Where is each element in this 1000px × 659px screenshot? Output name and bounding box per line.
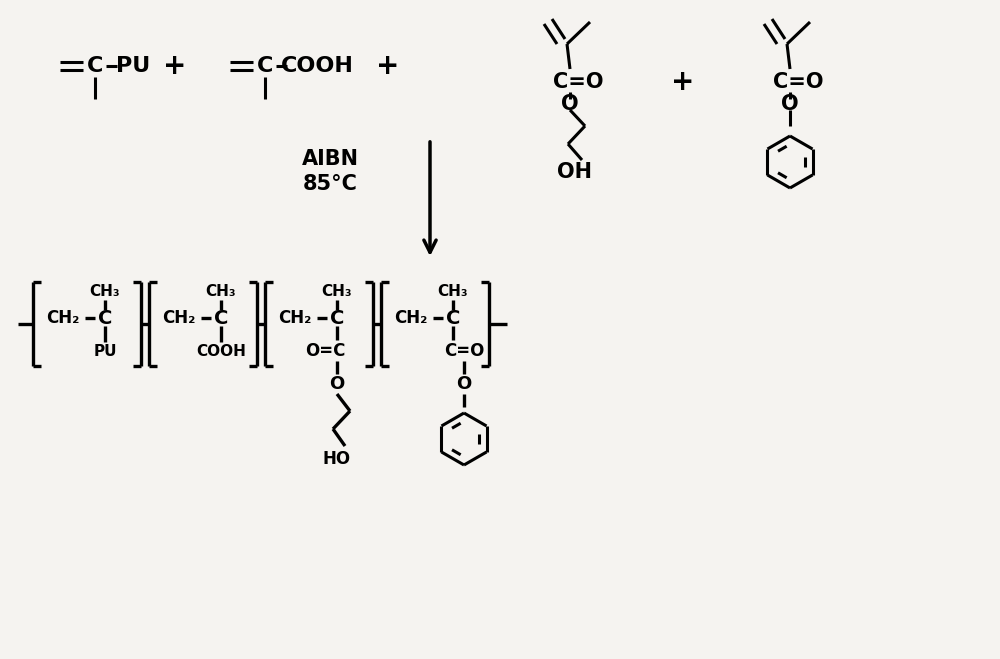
Text: C: C [446,308,460,328]
Text: COOH: COOH [281,56,353,76]
Text: +: + [671,68,695,96]
Text: OH: OH [558,162,592,182]
Text: +: + [376,52,400,80]
Text: O: O [781,94,799,114]
Text: C=O: C=O [553,72,603,92]
Text: C: C [257,56,273,76]
Text: AIBN: AIBN [302,149,358,169]
Text: C: C [87,56,103,76]
Text: 85°C: 85°C [303,174,357,194]
Text: CH₃: CH₃ [438,285,468,299]
Text: C=O: C=O [444,342,484,360]
Text: C=O: C=O [773,72,823,92]
Text: HO: HO [323,450,351,468]
Text: C: C [98,308,112,328]
Text: C: C [214,308,228,328]
Text: PU: PU [116,56,150,76]
Text: CH₃: CH₃ [90,285,120,299]
Text: O=C: O=C [305,342,345,360]
Text: O: O [561,94,579,114]
Text: CH₂: CH₂ [278,309,312,327]
Text: PU: PU [93,345,117,360]
Text: CH₂: CH₂ [162,309,196,327]
Text: CH₃: CH₃ [206,285,236,299]
Text: CH₂: CH₂ [46,309,80,327]
Text: CH₂: CH₂ [394,309,428,327]
Text: C: C [330,308,344,328]
Text: O: O [456,375,472,393]
Text: CH₃: CH₃ [322,285,352,299]
Text: COOH: COOH [196,345,246,360]
Text: +: + [163,52,187,80]
Text: O: O [329,375,345,393]
